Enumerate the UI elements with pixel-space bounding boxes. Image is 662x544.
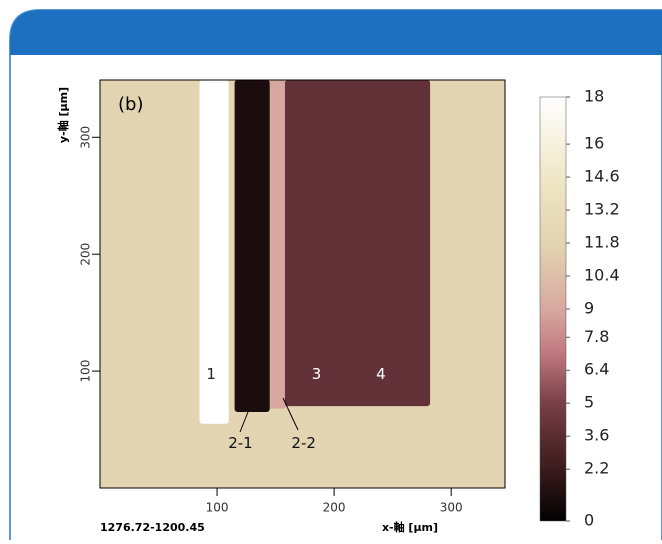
y-tick-label: 300	[79, 126, 93, 149]
colorbar-label: 9	[584, 299, 594, 318]
plot-frame	[99, 79, 506, 489]
annotation: 3	[312, 365, 322, 383]
heatmap-region	[266, 80, 287, 409]
colorbar-label: 11.8	[584, 233, 620, 252]
heatmap	[100, 80, 505, 488]
x-tick-label: 100	[206, 501, 229, 515]
header-bar	[10, 10, 662, 55]
annotation: 2-2	[291, 434, 316, 452]
colorbar-label: 3.6	[584, 426, 609, 445]
heatmap-region	[284, 80, 431, 407]
leader-line	[239, 411, 249, 433]
annotation: 2-1	[228, 434, 253, 452]
heatmap-region	[234, 80, 270, 413]
x-tick-label: 200	[323, 501, 346, 515]
colorbar-label: 6.4	[584, 360, 609, 379]
y-tick-label: 200	[79, 243, 93, 266]
annotation: 1	[206, 365, 216, 383]
colorbar-label: 7.8	[584, 327, 609, 346]
footer: 1276.72-1200.45	[100, 521, 205, 534]
colorbar	[539, 96, 567, 522]
colorbar-label: 18	[584, 87, 604, 106]
y-axis-title: y-軸 [μm]	[56, 87, 70, 143]
x-axis-title: x-軸 [μm]	[382, 520, 438, 534]
colorbar-label: 14.6	[584, 167, 620, 186]
colorbar-label: 10.4	[584, 266, 620, 285]
colorbar-label: 13.2	[584, 200, 620, 219]
panel-label: (b)	[118, 94, 143, 115]
heatmap-region	[199, 80, 229, 424]
x-tick-label: 300	[440, 501, 463, 515]
y-tick-label: 100	[79, 360, 93, 383]
colorbar-label: 2.2	[584, 459, 609, 478]
colorbar-label: 0	[584, 511, 594, 530]
annotation: 4	[376, 365, 386, 383]
colorbar-label: 5	[584, 393, 594, 412]
colorbar-label: 16	[584, 134, 604, 153]
leader-line	[282, 397, 299, 431]
